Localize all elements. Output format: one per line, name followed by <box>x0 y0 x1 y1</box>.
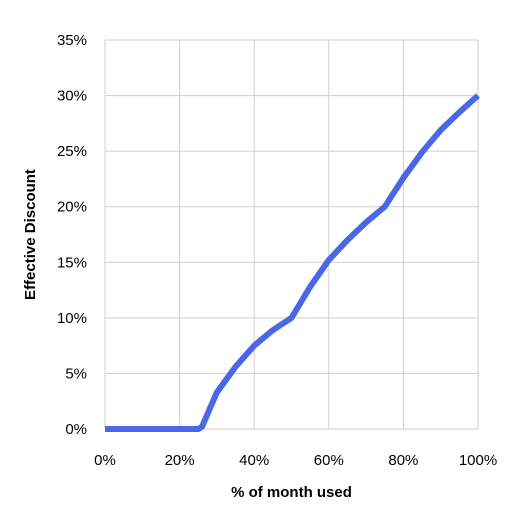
x-tick-label: 40% <box>239 452 269 469</box>
y-tick-label: 35% <box>57 32 87 49</box>
y-tick-label: 30% <box>57 88 87 105</box>
chart-series <box>105 93 480 432</box>
y-tick-label: 10% <box>57 310 87 327</box>
y-tick-label: 5% <box>65 365 87 382</box>
y-tick-label: 15% <box>57 254 87 271</box>
y-tick-label: 25% <box>57 143 87 160</box>
x-tick-labels: 0% 20% 40% 60% 80% 100% <box>94 452 497 469</box>
x-tick-label: 0% <box>94 452 116 469</box>
x-tick-label: 100% <box>459 452 497 469</box>
y-tick-label: 0% <box>65 421 87 438</box>
x-tick-label: 80% <box>388 452 418 469</box>
x-axis-title: % of month used <box>231 484 352 501</box>
x-tick-label: 60% <box>314 452 344 469</box>
y-tick-label: 20% <box>57 199 87 216</box>
y-tick-labels: 0% 5% 10% 15% 20% 25% 30% 35% <box>57 32 87 438</box>
y-axis-title: Effective Discount <box>22 169 39 300</box>
chart-grid <box>104 39 479 430</box>
series-line <box>105 93 480 432</box>
x-tick-label: 20% <box>165 452 195 469</box>
